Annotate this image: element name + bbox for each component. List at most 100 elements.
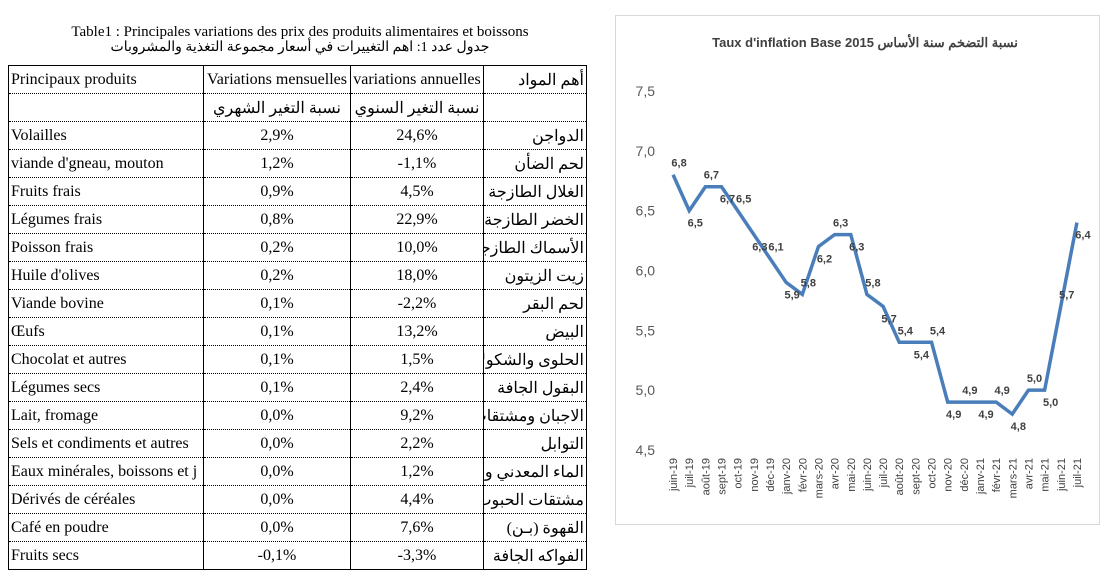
cell: القهوة (بـن) — [483, 513, 587, 542]
x-tick-label: févr-20 — [797, 458, 809, 492]
x-tick-label: déc-20 — [959, 458, 971, 492]
x-tick-label: sept-19 — [717, 458, 729, 495]
row: Eaux minérales, boissons et j 0,0% 1,2% الم… — [8, 457, 587, 486]
data-label: 6,2 — [817, 254, 832, 266]
data-label: 4,9 — [946, 409, 961, 421]
data-label: 4,8 — [1011, 421, 1026, 433]
x-tick-label: févr-21 — [991, 458, 1003, 492]
cell: viande d'gneau, mouton — [8, 149, 204, 178]
cell: 0,0% — [203, 513, 351, 542]
x-tick-label: mai-21 — [1040, 458, 1052, 492]
y-tick-label: 5,0 — [636, 382, 656, 398]
cell: 0,2% — [203, 233, 351, 262]
cell: 1,2% — [203, 149, 351, 178]
cell: الاجبان ومشتقات ا — [483, 401, 587, 430]
row: Fruits frais 0,9% 4,5% الغلال الطازجة — [8, 177, 587, 206]
x-tick-label: sept-20 — [910, 458, 922, 495]
data-label: 5,0 — [1027, 373, 1042, 385]
row: viande d'gneau, mouton 1,2% -1,1% لحم الضأن — [8, 149, 587, 178]
cell: -1,1% — [350, 149, 484, 178]
cell: الفواكه الجافة — [483, 541, 587, 570]
cell: 0,2% — [203, 261, 351, 290]
cell: Fruits frais — [8, 177, 204, 206]
line — [671, 174, 1079, 417]
x-tick-label: avr-21 — [1023, 458, 1035, 489]
cell: زيت الزيتون — [483, 261, 587, 290]
cell: 7,6% — [350, 513, 484, 542]
y-tick-label: 7,5 — [636, 83, 656, 99]
data-label: 5,4 — [930, 325, 946, 337]
cell: 0,9% — [203, 177, 351, 206]
cell: 0,1% — [203, 317, 351, 346]
row: Café en poudre 0,0% 7,6% القهوة (بـن) — [8, 513, 587, 542]
data-label: 6,8 — [671, 158, 686, 170]
data-label: 5,9 — [785, 289, 800, 301]
data-label: 4,9 — [995, 385, 1010, 397]
y-tick-label: 7,0 — [636, 143, 656, 159]
cell: 24,6% — [350, 121, 484, 150]
cell: Sels et condiments et autres — [8, 429, 204, 458]
cell: الماء المعدني والمت — [483, 457, 587, 486]
x-tick-label: juil-21 — [1072, 458, 1084, 488]
cell: Huile d'olives — [8, 261, 204, 290]
cell: التوابل — [483, 429, 587, 458]
price-table: Principaux produits Variations mensuelle… — [8, 65, 587, 570]
data-label: 5,4 — [898, 325, 914, 337]
header-cell: Variations mensuelles — [203, 65, 351, 94]
y-tick-label: 6,0 — [636, 262, 656, 278]
data-label: 5,4 — [914, 349, 930, 361]
subheader-cell: نسبة التغير الشهري — [203, 93, 351, 122]
data-label: 6,4 — [1075, 230, 1091, 242]
cell: Poisson frais — [8, 233, 204, 262]
cell: Viande bovine — [8, 289, 204, 318]
cell: 0,0% — [203, 429, 351, 458]
data-label: 5,8 — [865, 277, 880, 289]
cell: البقول الجافة — [483, 373, 587, 402]
cell: 4,4% — [350, 485, 484, 514]
chart-title: Taux d'inflation Base 2015 نسبة التضخم س… — [712, 34, 1018, 51]
cell: 0,1% — [203, 345, 351, 374]
cell: الدواجن — [483, 121, 587, 150]
cell: Légumes secs — [8, 373, 204, 402]
cell: Café en poudre — [8, 513, 204, 542]
cell: مشتقات الحبوب — [483, 485, 587, 514]
y-tick-label: 4,5 — [636, 442, 656, 458]
cell: 0,1% — [203, 289, 351, 318]
x-tick-label: juil-20 — [878, 458, 890, 488]
header-cell: variations annuelles — [350, 65, 484, 94]
x-tick-label: déc-19 — [765, 458, 777, 492]
cell: Fruits secs — [8, 541, 204, 570]
cell: 10,0% — [350, 233, 484, 262]
chart: Taux d'inflation Base 2015 نسبة التضخم س… — [615, 15, 1100, 525]
x-tick-label: juin-21 — [1056, 458, 1068, 492]
data-label: 6,5 — [688, 218, 703, 230]
x-tick-label: nov-20 — [943, 458, 955, 492]
cell: لحم البقر — [483, 289, 587, 318]
data-label: 5,8 — [801, 277, 816, 289]
cell: -0,1% — [203, 541, 351, 570]
row: Sels et condiments et autres 0,0% 2,2% التو… — [8, 429, 587, 458]
data-label: 5,7 — [881, 313, 896, 325]
x-tick-label: oct-20 — [927, 458, 939, 489]
table-subtitle: جدول عدد 1: اهم التغييرات في أسعار مجموع… — [110, 40, 490, 55]
data-label: 5,0 — [1043, 397, 1058, 409]
x-tick-label: août-20 — [894, 458, 906, 495]
row: Fruits secs -0,1% -3,3% الفواكه الجافة — [8, 541, 587, 570]
cell: 22,9% — [350, 205, 484, 234]
cell: 0,0% — [203, 485, 351, 514]
cell: 1,5% — [350, 345, 484, 374]
data-label: 6,5 — [736, 194, 751, 206]
cell: 4,5% — [350, 177, 484, 206]
cell: 13,2% — [350, 317, 484, 346]
cell: 0,0% — [203, 401, 351, 430]
cell — [483, 93, 587, 122]
data-label: 6,3 — [833, 218, 848, 230]
cell: الخضر الطازجة — [483, 205, 587, 234]
data-label: 6,3 — [752, 242, 767, 254]
data-label: 4,9 — [978, 409, 993, 421]
header-cell: Principaux produits — [8, 65, 204, 94]
